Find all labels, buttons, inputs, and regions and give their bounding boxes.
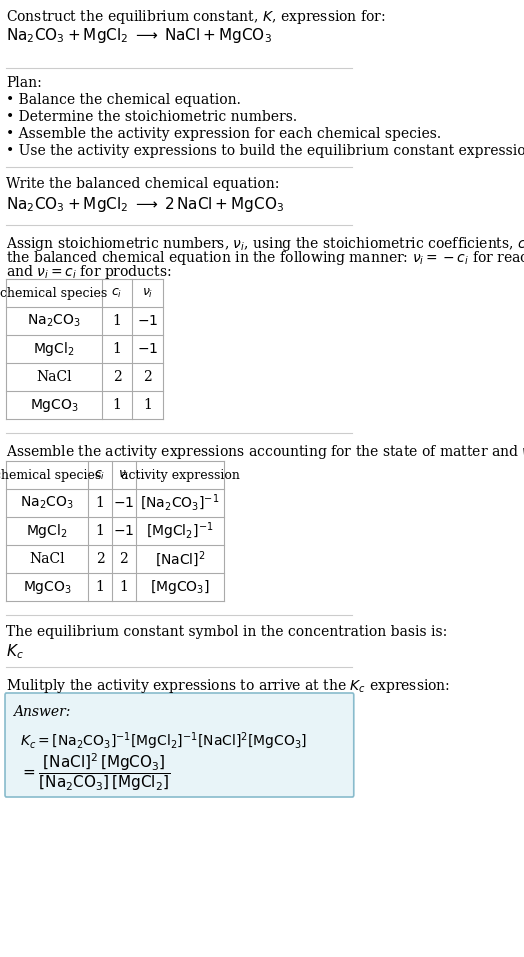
Text: 1: 1 <box>95 580 104 594</box>
Text: 1: 1 <box>113 342 122 356</box>
Text: Answer:: Answer: <box>13 705 71 719</box>
Text: Plan:: Plan: <box>6 76 42 90</box>
Text: Mulitply the activity expressions to arrive at the $K_c$ expression:: Mulitply the activity expressions to arr… <box>6 677 451 695</box>
Text: $\nu_i$: $\nu_i$ <box>142 286 154 300</box>
Text: the balanced chemical equation in the following manner: $\nu_i = -c_i$ for react: the balanced chemical equation in the fo… <box>6 249 524 267</box>
Text: Construct the equilibrium constant, $K$, expression for:: Construct the equilibrium constant, $K$,… <box>6 8 386 26</box>
Text: $-1$: $-1$ <box>137 342 158 356</box>
Text: $\mathrm{Na_2CO_3 + MgCl_2 \;\longrightarrow\; 2\,NaCl + MgCO_3}$: $\mathrm{Na_2CO_3 + MgCl_2 \;\longrighta… <box>6 195 285 214</box>
Text: $K_c$: $K_c$ <box>6 642 24 660</box>
Text: 2: 2 <box>119 552 128 566</box>
Text: $[\mathrm{MgCO_3}]$: $[\mathrm{MgCO_3}]$ <box>150 578 210 596</box>
Text: $= \dfrac{[\mathrm{NaCl}]^{2}\,[\mathrm{MgCO_3}]}{[\mathrm{Na_2CO_3}]\,[\mathrm{: $= \dfrac{[\mathrm{NaCl}]^{2}\,[\mathrm{… <box>20 752 170 793</box>
Text: 2: 2 <box>96 552 104 566</box>
Text: $[\mathrm{Na_2CO_3}]^{-1}$: $[\mathrm{Na_2CO_3}]^{-1}$ <box>140 493 220 513</box>
Text: 1: 1 <box>95 524 104 538</box>
Text: $K_c = [\mathrm{Na_2CO_3}]^{-1}[\mathrm{MgCl_2}]^{-1}[\mathrm{NaCl}]^{2}[\mathrm: $K_c = [\mathrm{Na_2CO_3}]^{-1}[\mathrm{… <box>20 730 307 751</box>
Text: NaCl: NaCl <box>29 552 65 566</box>
Text: $\mathrm{MgCO_3}$: $\mathrm{MgCO_3}$ <box>29 396 79 413</box>
Text: • Balance the chemical equation.: • Balance the chemical equation. <box>6 93 241 107</box>
Text: • Use the activity expressions to build the equilibrium constant expression.: • Use the activity expressions to build … <box>6 144 524 158</box>
Text: chemical species: chemical species <box>1 286 107 300</box>
Text: Assign stoichiometric numbers, $\nu_i$, using the stoichiometric coefficients, $: Assign stoichiometric numbers, $\nu_i$, … <box>6 235 524 253</box>
Text: chemical species: chemical species <box>0 469 101 481</box>
Text: 1: 1 <box>113 398 122 412</box>
Text: 1: 1 <box>143 398 152 412</box>
Text: $\mathrm{Na_2CO_3 + MgCl_2 \;\longrightarrow\; NaCl + MgCO_3}$: $\mathrm{Na_2CO_3 + MgCl_2 \;\longrighta… <box>6 26 272 45</box>
Text: 2: 2 <box>144 370 152 384</box>
Text: $\mathrm{Na_2CO_3}$: $\mathrm{Na_2CO_3}$ <box>27 313 81 329</box>
Text: 1: 1 <box>119 580 128 594</box>
Text: The equilibrium constant symbol in the concentration basis is:: The equilibrium constant symbol in the c… <box>6 625 447 639</box>
Text: $c_i$: $c_i$ <box>112 286 123 300</box>
Text: NaCl: NaCl <box>36 370 72 384</box>
Text: $-1$: $-1$ <box>137 314 158 328</box>
Text: $[\mathrm{NaCl}]^{2}$: $[\mathrm{NaCl}]^{2}$ <box>155 549 205 569</box>
Text: Write the balanced chemical equation:: Write the balanced chemical equation: <box>6 177 280 191</box>
Text: 2: 2 <box>113 370 122 384</box>
Text: $c_i$: $c_i$ <box>94 468 106 481</box>
Text: 1: 1 <box>113 314 122 328</box>
Text: $\nu_i$: $\nu_i$ <box>118 468 129 481</box>
Text: $\mathrm{Na_2CO_3}$: $\mathrm{Na_2CO_3}$ <box>20 495 74 511</box>
Text: • Assemble the activity expression for each chemical species.: • Assemble the activity expression for e… <box>6 127 442 141</box>
Text: $\mathrm{MgCl_2}$: $\mathrm{MgCl_2}$ <box>33 340 75 358</box>
Text: and $\nu_i = c_i$ for products:: and $\nu_i = c_i$ for products: <box>6 263 172 281</box>
Text: $[\mathrm{MgCl_2}]^{-1}$: $[\mathrm{MgCl_2}]^{-1}$ <box>146 521 214 542</box>
Text: $-1$: $-1$ <box>113 496 135 510</box>
Text: activity expression: activity expression <box>121 469 239 481</box>
Text: 1: 1 <box>95 496 104 510</box>
Text: $\mathrm{MgCl_2}$: $\mathrm{MgCl_2}$ <box>26 522 68 540</box>
Text: Assemble the activity expressions accounting for the state of matter and $\nu_i$: Assemble the activity expressions accoun… <box>6 443 524 461</box>
Text: $\mathrm{MgCO_3}$: $\mathrm{MgCO_3}$ <box>23 578 72 595</box>
Text: $-1$: $-1$ <box>113 524 135 538</box>
Text: • Determine the stoichiometric numbers.: • Determine the stoichiometric numbers. <box>6 110 298 124</box>
FancyBboxPatch shape <box>5 693 354 797</box>
